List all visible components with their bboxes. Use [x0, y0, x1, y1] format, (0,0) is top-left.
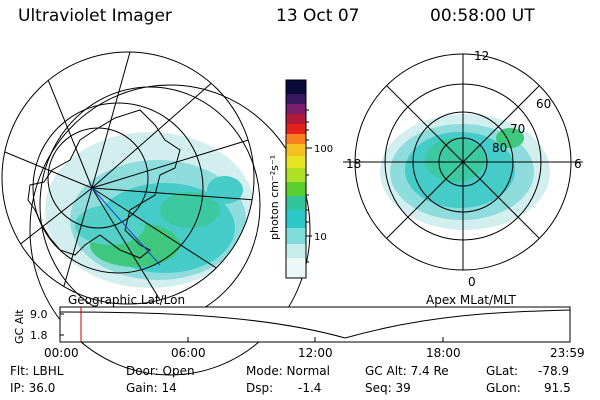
door-status: Door: Open — [126, 364, 195, 378]
gc-alt-status: GC Alt: 7.4 Re — [365, 364, 449, 378]
time-tick-1200: 12:00 — [298, 346, 333, 360]
colorbar-unit-label: photon cm⁻²s⁻¹ — [268, 155, 281, 240]
mlat-label-80: 80 — [492, 141, 507, 155]
filter-status: Flt: LBHL — [10, 364, 64, 378]
mode-status: Mode: Normal — [246, 364, 330, 378]
alt-tick-low: 1.8 — [30, 329, 48, 342]
observation-date: 13 Oct 07 — [276, 6, 360, 26]
gain-status: Gain: 14 — [126, 381, 177, 395]
dsp-value: -1.4 — [298, 381, 322, 395]
mlt-label-18: 18 — [346, 157, 361, 171]
apex-image: 12 18 6 0 60 70 80 — [343, 49, 583, 289]
altitude-plot: 9.0 1.8 GC Alt 00:00 06:00 12:00 18:00 2… — [13, 306, 585, 360]
dsp-label: Dsp: — [246, 381, 274, 395]
mlat-label-60: 60 — [536, 97, 551, 111]
alt-tick-high: 9.0 — [30, 308, 48, 321]
glat-value: -78.9 — [538, 364, 570, 378]
observation-time: 00:58:00 UT — [430, 6, 535, 26]
glon-value: 91.5 — [544, 381, 571, 395]
altitude-curve — [59, 309, 571, 339]
mlt-label-0: 0 — [468, 275, 476, 289]
intensity-colorbar: 100 10 photon cm⁻²s⁻¹ — [268, 79, 333, 279]
time-tick-0000: 00:00 — [44, 346, 79, 360]
time-tick-0600: 06:00 — [171, 346, 206, 360]
glat-label: GLat: — [486, 364, 519, 378]
geographic-image — [1, 51, 311, 376]
ip-status: IP: 36.0 — [10, 381, 56, 395]
mlt-label-12: 12 — [474, 49, 489, 63]
colorbar-tick-100: 100 — [314, 144, 333, 155]
colorbar-tick-10: 10 — [314, 232, 327, 243]
mlt-label-6: 6 — [574, 157, 582, 171]
alt-axis-label: GC Alt — [13, 309, 26, 344]
mlat-label-70: 70 — [510, 122, 525, 136]
glon-label: GLon: — [486, 381, 521, 395]
seq-status: Seq: 39 — [365, 381, 411, 395]
geographic-panel-label: Geographic Lat/Lon — [68, 293, 186, 307]
app-title: Ultraviolet Imager — [18, 6, 172, 26]
time-tick-1800: 18:00 — [426, 346, 461, 360]
time-tick-2359: 23:59 — [550, 346, 585, 360]
apex-panel-label: Apex MLat/MLT — [426, 293, 516, 307]
